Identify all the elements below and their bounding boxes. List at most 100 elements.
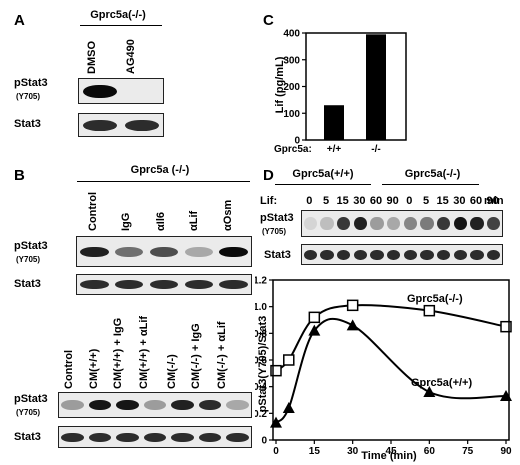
- panel-c-bar: [324, 105, 344, 140]
- panel-c-y-tick-label: 400: [283, 29, 300, 40]
- panel-b-row-label: Stat3: [14, 278, 41, 290]
- blot-band: [80, 280, 109, 289]
- panel-d-row-label: pStat3: [260, 212, 294, 224]
- panel-d-row-sublabel: (Y705): [262, 227, 287, 236]
- panel-d-x-tick-label: 45: [385, 446, 397, 457]
- blot-band: [124, 119, 160, 131]
- panel-b-lane-label: αOsm: [222, 199, 234, 231]
- panel-c-letter: C: [263, 12, 274, 29]
- panel-b-row-sublabel: (Y705): [16, 408, 41, 417]
- panel-b-bottom-pstat3-blot: [58, 392, 252, 418]
- blot-band: [453, 217, 468, 230]
- blot-band: [149, 280, 179, 289]
- blot-band: [116, 400, 139, 410]
- panel-a-row-label: pStat3: [14, 77, 48, 89]
- blot-band: [184, 246, 214, 257]
- panel-d-group-header: Gprc5a(-/-): [404, 168, 461, 180]
- panel-b-row-label: pStat3: [14, 240, 48, 252]
- blot-band: [88, 400, 112, 410]
- panel-d-x-tick-label: 30: [347, 446, 359, 457]
- panel-a-row-sublabel: (Y705): [16, 92, 41, 101]
- blot-band: [403, 249, 418, 260]
- blot-band: [453, 249, 468, 260]
- panel-d-marker-square: [308, 311, 321, 324]
- panel-d-plot-frame: [272, 279, 510, 441]
- panel-c-y-tick-label: 100: [283, 109, 300, 120]
- panel-d-y-tick-label: 1.0: [255, 302, 267, 313]
- panel-d-header-line: [382, 184, 479, 185]
- blot-band: [303, 249, 318, 260]
- blot-band: [198, 400, 222, 410]
- panel-c-y-tick-label: 200: [283, 82, 300, 93]
- panel-c-chart: Lif (pg/mL) 0 100 200 300 400 Gprc5a: +/+ -/…: [274, 29, 407, 155]
- blot-band: [171, 400, 194, 410]
- panel-d-marker-square: [500, 320, 512, 333]
- panel-d-stat3-blot: [301, 244, 503, 265]
- panel-b-lane-label: IgG: [120, 212, 132, 231]
- blot-band: [470, 249, 484, 260]
- blot-band: [320, 249, 334, 260]
- panel-b-letter: B: [14, 167, 25, 184]
- panel-d-y-axis-label: pStat3(Y705)/Stat3: [257, 316, 269, 413]
- blot-band: [336, 217, 351, 230]
- panel-b-lane-label: CM(-/-) + αLif: [216, 321, 228, 389]
- panel-a-lane-label: DMSO: [86, 41, 98, 74]
- panel-d-header-line: [275, 184, 371, 185]
- panel-a-letter: A: [14, 12, 25, 29]
- panel-b-lane-label: CM(+/+) + αLif: [138, 315, 150, 389]
- panel-c-category-label: +/+: [327, 144, 342, 155]
- blot-band: [80, 246, 109, 257]
- blot-band: [149, 246, 179, 257]
- blot-band: [61, 400, 84, 410]
- panel-a-header: Gprc5a(-/-): [90, 9, 146, 21]
- panel-c-genotype-label: Gprc5a:: [274, 144, 312, 155]
- panel-d-x-tick-label: 75: [462, 446, 474, 457]
- panel-b-row-sublabel: (Y705): [16, 255, 41, 264]
- blot-band: [320, 217, 334, 230]
- panel-d-time-lane-label: 60: [369, 195, 383, 207]
- panel-d-time-lane-label: 90: [386, 195, 399, 207]
- panel-c-category-label: -/-: [371, 144, 380, 155]
- panel-b-lane-label: Control: [63, 349, 75, 389]
- panel-d-marker-triangle: [282, 402, 295, 413]
- panel-b-lane-label: Control: [87, 191, 99, 231]
- blot-band: [116, 432, 139, 442]
- panel-b-top-pstat3-blot: [76, 236, 252, 267]
- panel-d-y-tick-label: 1.2: [255, 276, 267, 287]
- panel-d-group-header: Gprc5a(+/+): [292, 168, 354, 180]
- panel-d-chart: pStat3(Y705)/Stat3 0 15 30 45 60 75 90 0 0.2 0.4 0…: [255, 276, 512, 462]
- blot-band: [386, 249, 401, 260]
- blot-band: [370, 217, 384, 230]
- panel-d-marker-square: [423, 304, 436, 317]
- blot-band: [226, 432, 249, 442]
- blot-band: [143, 400, 167, 410]
- panel-b-top-stat3-blot: [76, 274, 252, 295]
- panel-d-time-lane-label: 30: [453, 195, 466, 207]
- blot-band: [61, 432, 84, 442]
- blot-band: [88, 432, 112, 442]
- panel-b-lane-label: CM(-/-): [166, 354, 178, 389]
- panel-d-x-tick-label: 0: [273, 446, 279, 457]
- panel-d-time-lane-label: 0: [406, 195, 413, 207]
- blot-band: [114, 280, 144, 289]
- blot-band: [403, 217, 418, 230]
- panel-a-row-label: Stat3: [14, 118, 41, 130]
- panel-b-lane-label: CM(+/+): [88, 348, 100, 389]
- blot-band: [82, 84, 118, 98]
- panel-b-lane-label: CM(-/-) + IgG: [190, 323, 202, 389]
- panel-d-lif-label: Lif:: [260, 195, 278, 207]
- panel-c-plot-frame: [305, 32, 407, 141]
- panel-d-y-tick-label: 0.2: [255, 409, 267, 420]
- panel-d-series-label-ko: Gprc5a(-/-): [407, 293, 463, 305]
- panel-d-x-tick-label: 60: [424, 446, 436, 457]
- blot-band: [420, 217, 434, 230]
- blot-band: [353, 217, 368, 230]
- panel-a-stat3-blot: [78, 113, 164, 137]
- panel-d-marker-triangle: [308, 324, 321, 336]
- panel-d-time-lane-label: 15: [436, 195, 449, 207]
- panel-d-x-axis-label: Time (min): [361, 450, 417, 462]
- panel-d-marker-triangle: [423, 386, 436, 397]
- blot-band: [124, 84, 160, 98]
- blot-band: [420, 249, 434, 260]
- panel-d-y-tick-label: 0.4: [255, 382, 267, 393]
